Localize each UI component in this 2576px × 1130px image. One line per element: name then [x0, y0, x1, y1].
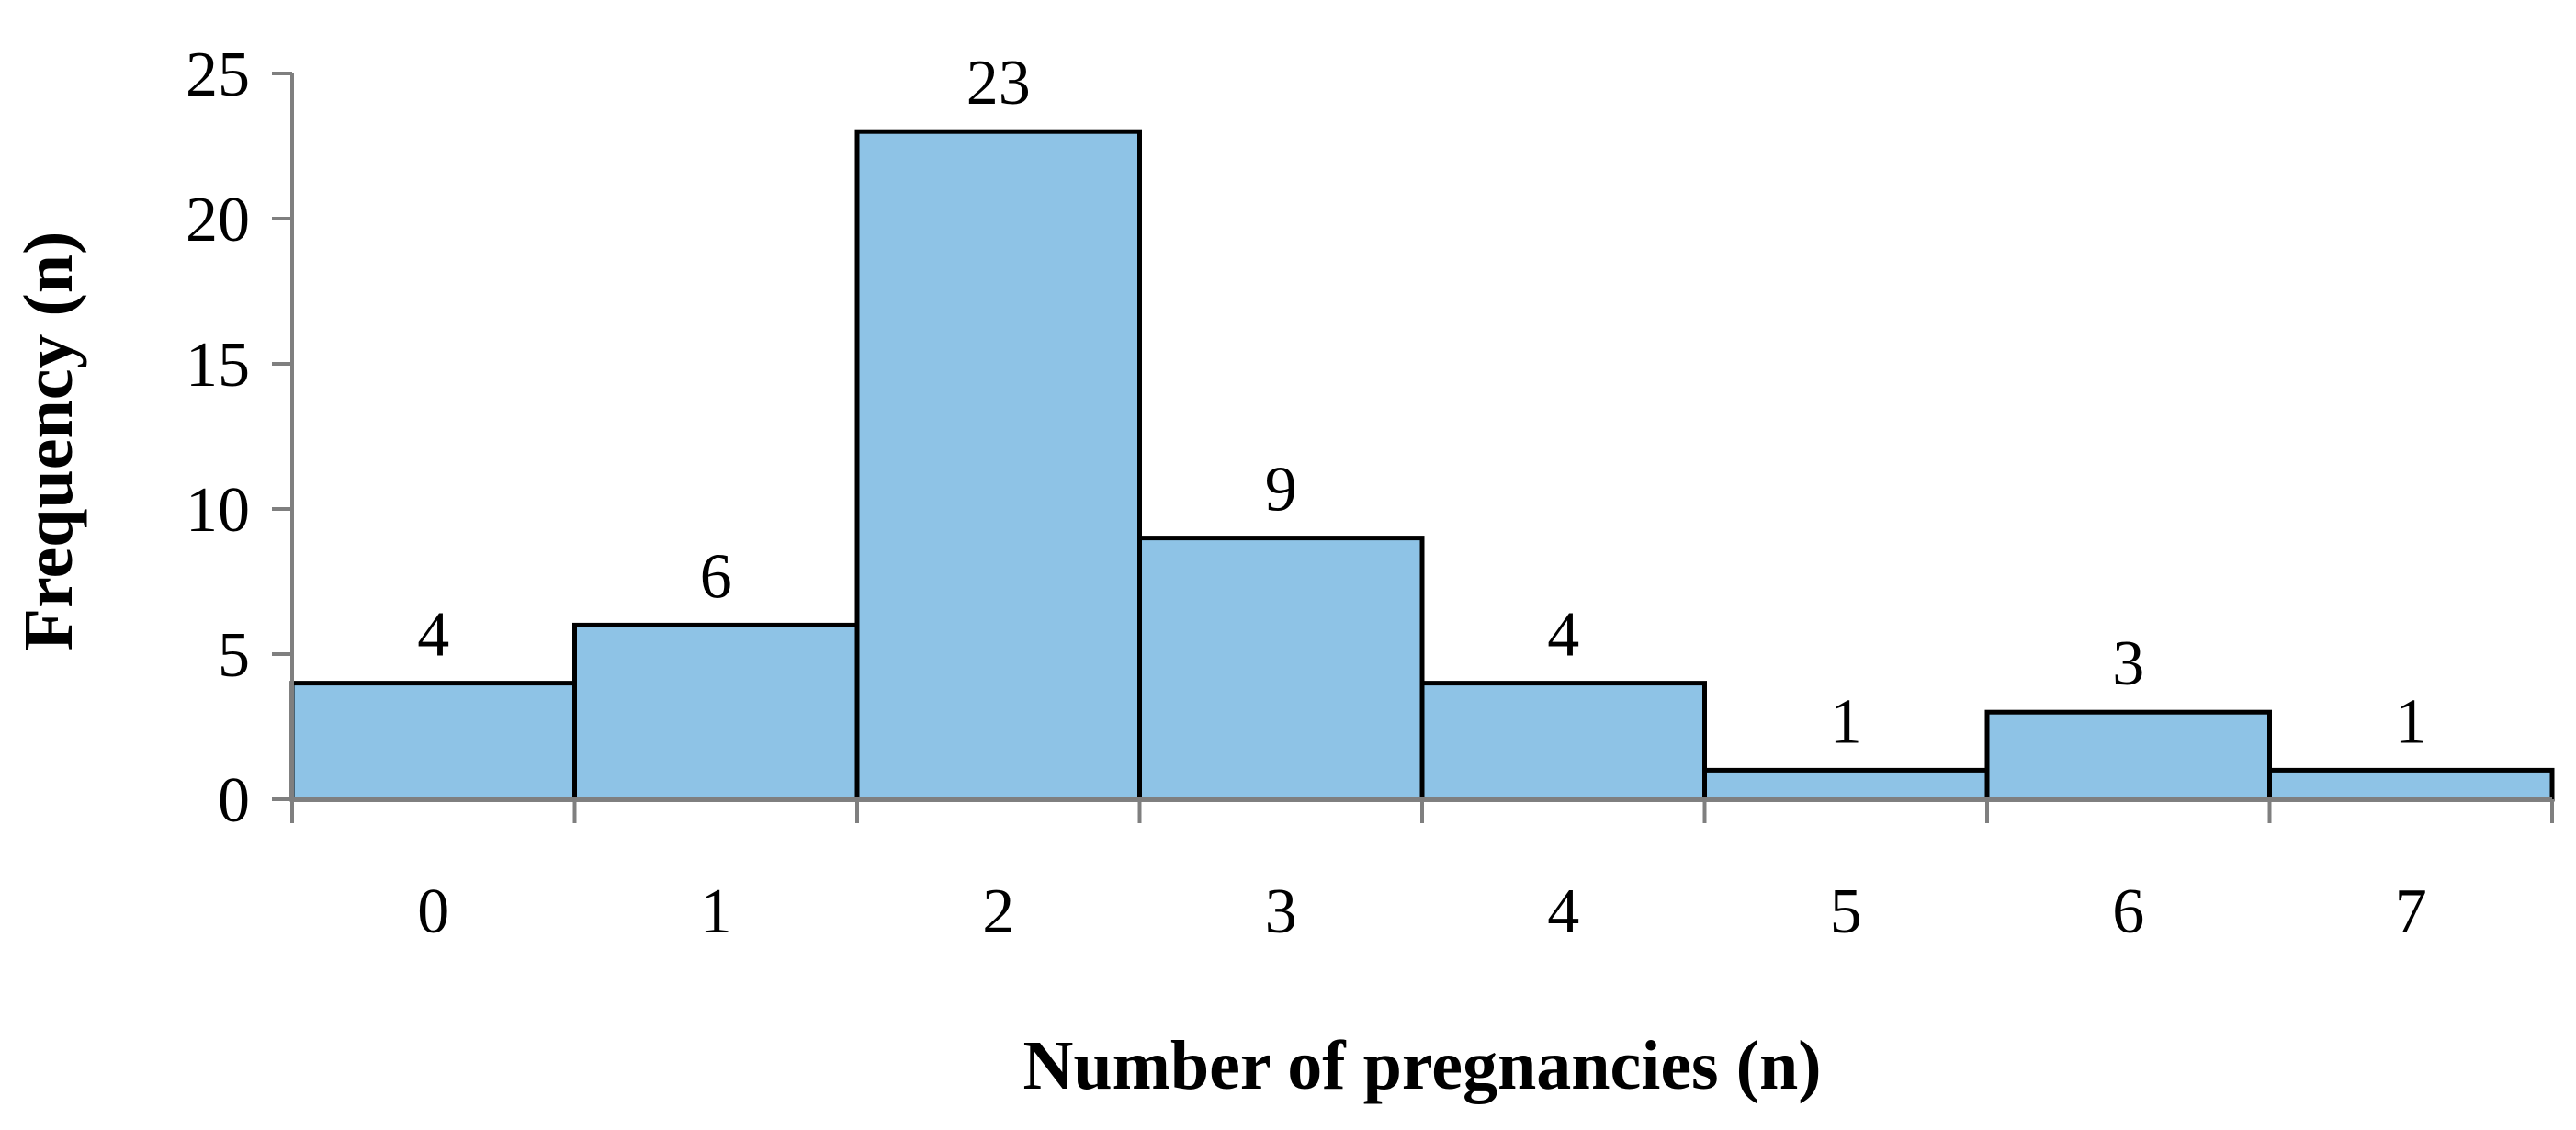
bar-3 — [1137, 536, 1425, 802]
data-labels: 4 6 23 9 4 1 3 1 — [417, 48, 2427, 757]
x-tick-label: 6 — [2112, 876, 2144, 947]
bar-0 — [289, 681, 577, 802]
bar-6 — [1984, 709, 2272, 802]
y-tick-label: 20 — [186, 185, 250, 255]
x-axis: 0 1 2 3 4 5 6 7 — [290, 797, 2554, 947]
x-tick-label: 0 — [417, 876, 449, 947]
bar-5 — [1702, 767, 1990, 802]
x-tick-label: 2 — [982, 876, 1014, 947]
x-tick-label: 7 — [2395, 876, 2427, 947]
data-label-0: 4 — [417, 600, 449, 671]
data-label-5: 1 — [1830, 686, 1862, 757]
x-tick-label: 5 — [1830, 876, 1862, 947]
y-tick-label: 15 — [186, 330, 250, 401]
x-tick-label: 1 — [700, 876, 732, 947]
data-label-6: 3 — [2112, 628, 2144, 699]
y-tick-label: 10 — [186, 475, 250, 546]
data-label-2: 23 — [966, 48, 1031, 119]
bars — [289, 129, 2555, 802]
bar-4 — [1419, 681, 1707, 802]
y-tick-label: 0 — [218, 765, 250, 836]
bar-7 — [2267, 767, 2555, 802]
data-label-3: 9 — [1265, 455, 1297, 525]
y-axis: 0 5 10 15 20 25 — [186, 40, 294, 836]
y-axis-title: Frequency (n) — [10, 232, 87, 651]
data-label-4: 4 — [1547, 600, 1579, 671]
bar-2 — [854, 129, 1142, 802]
data-label-7: 1 — [2395, 686, 2427, 757]
bar-1 — [572, 622, 860, 802]
x-axis-title: Number of pregnancies (n) — [1022, 1027, 1821, 1104]
x-tick-label: 4 — [1547, 876, 1579, 947]
y-tick-label: 25 — [186, 40, 250, 110]
data-label-1: 6 — [700, 541, 732, 612]
x-tick-label: 3 — [1265, 876, 1297, 947]
y-tick-label: 5 — [218, 620, 250, 691]
